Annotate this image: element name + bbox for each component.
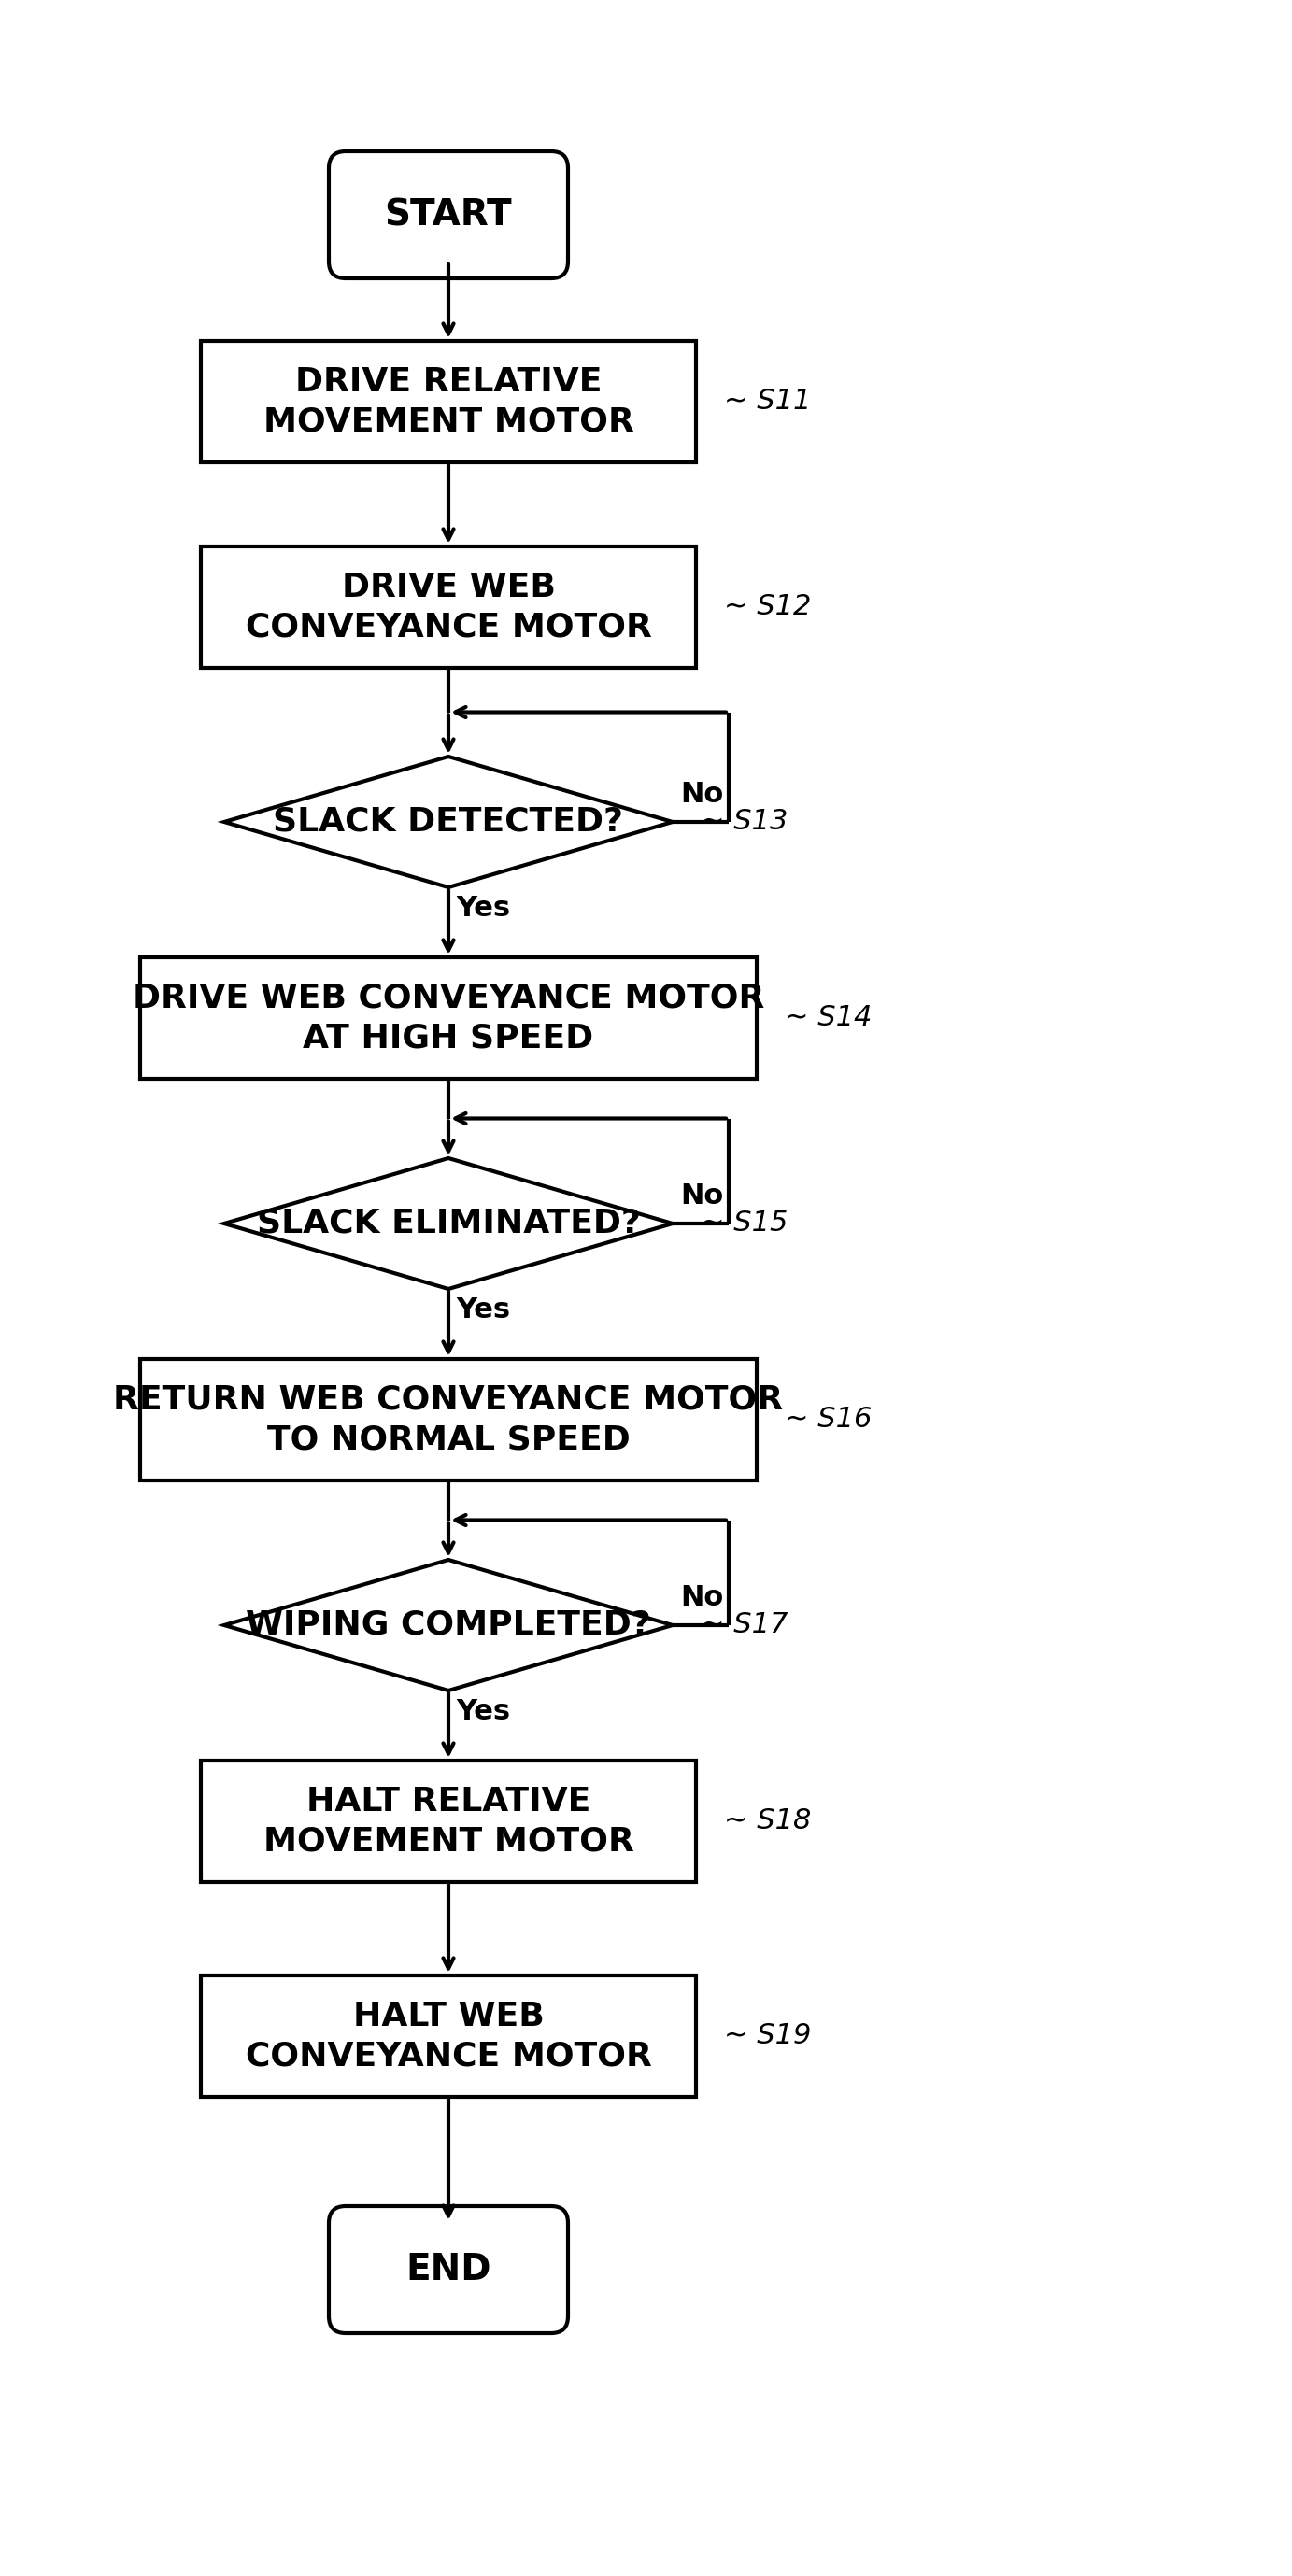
Text: ∼ S16: ∼ S16 bbox=[784, 1406, 872, 1432]
Text: RETURN WEB CONVEYANCE MOTOR
TO NORMAL SPEED: RETURN WEB CONVEYANCE MOTOR TO NORMAL SP… bbox=[114, 1383, 783, 1455]
Text: ∼ S14: ∼ S14 bbox=[784, 1005, 872, 1030]
Bar bbox=[200, 1976, 696, 2097]
Text: ∼ S11: ∼ S11 bbox=[724, 389, 811, 415]
Text: DRIVE WEB CONVEYANCE MOTOR
AT HIGH SPEED: DRIVE WEB CONVEYANCE MOTOR AT HIGH SPEED bbox=[133, 981, 765, 1054]
Text: DRIVE RELATIVE
MOVEMENT MOTOR: DRIVE RELATIVE MOVEMENT MOTOR bbox=[264, 366, 634, 438]
Text: WIPING COMPLETED?: WIPING COMPLETED? bbox=[245, 1610, 651, 1641]
Text: Yes: Yes bbox=[456, 1698, 510, 1726]
Polygon shape bbox=[225, 757, 673, 886]
Text: ∼ S12: ∼ S12 bbox=[724, 592, 811, 621]
Text: No: No bbox=[680, 1584, 724, 1610]
Text: Yes: Yes bbox=[456, 1296, 510, 1324]
Text: ∼ S13: ∼ S13 bbox=[700, 809, 788, 835]
Text: ∼ S18: ∼ S18 bbox=[724, 1808, 811, 1834]
Text: SLACK ELIMINATED?: SLACK ELIMINATED? bbox=[257, 1208, 641, 1239]
Bar bbox=[200, 340, 696, 461]
Bar bbox=[200, 546, 696, 667]
Text: HALT RELATIVE
MOVEMENT MOTOR: HALT RELATIVE MOVEMENT MOTOR bbox=[264, 1785, 634, 1857]
Polygon shape bbox=[225, 1159, 673, 1288]
Text: No: No bbox=[680, 781, 724, 809]
Text: HALT WEB
CONVEYANCE MOTOR: HALT WEB CONVEYANCE MOTOR bbox=[245, 2002, 651, 2071]
Bar bbox=[140, 1360, 757, 1481]
Text: DRIVE WEB
CONVEYANCE MOTOR: DRIVE WEB CONVEYANCE MOTOR bbox=[245, 572, 651, 641]
Text: ∼ S19: ∼ S19 bbox=[724, 2022, 811, 2050]
FancyBboxPatch shape bbox=[329, 2205, 568, 2334]
Text: No: No bbox=[680, 1182, 724, 1211]
Text: Yes: Yes bbox=[456, 894, 510, 922]
Bar bbox=[200, 1759, 696, 1883]
Text: ∼ S15: ∼ S15 bbox=[700, 1211, 788, 1236]
Text: ∼ S17: ∼ S17 bbox=[700, 1613, 788, 1638]
Polygon shape bbox=[225, 1561, 673, 1690]
Text: SLACK DETECTED?: SLACK DETECTED? bbox=[273, 806, 624, 837]
Text: END: END bbox=[406, 2251, 491, 2287]
Bar bbox=[140, 958, 757, 1079]
Text: START: START bbox=[385, 198, 512, 232]
FancyBboxPatch shape bbox=[329, 152, 568, 278]
